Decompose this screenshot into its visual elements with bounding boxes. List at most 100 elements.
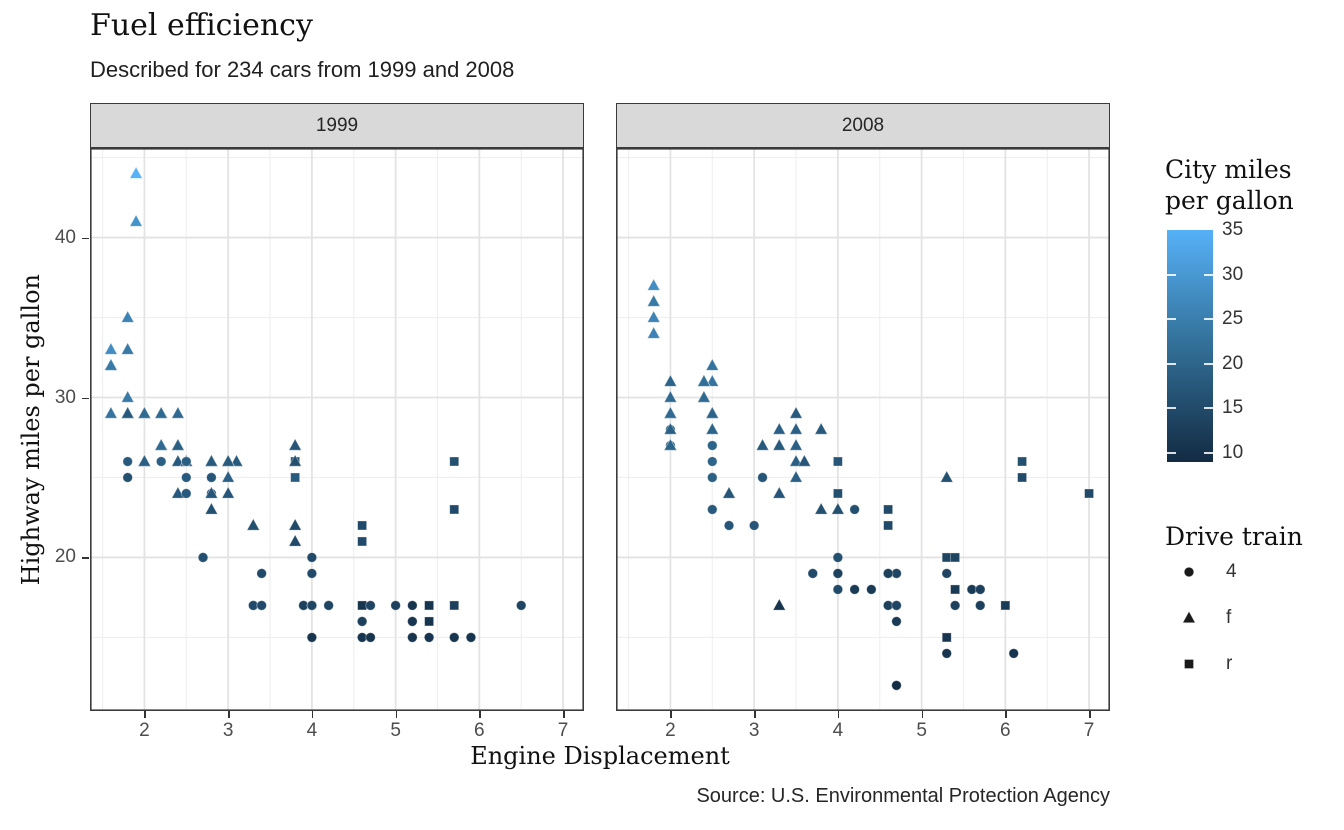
colorbar-tick — [1204, 273, 1213, 276]
data-point — [891, 616, 902, 627]
x-tick-mark — [837, 711, 840, 718]
x-tick-label: 7 — [1083, 720, 1095, 741]
data-point — [807, 568, 818, 579]
x-tick-mark — [395, 711, 398, 718]
x-axis-2008: 2 3 4 5 6 7 — [616, 711, 1110, 751]
data-point — [789, 422, 803, 435]
x-tick-mark — [1089, 711, 1091, 718]
data-point — [357, 600, 368, 611]
data-point — [424, 616, 435, 627]
data-point — [697, 390, 711, 403]
data-point — [122, 472, 133, 483]
colorbar-tick — [1204, 407, 1213, 410]
colorbar-tick-label: 20 — [1222, 352, 1244, 374]
data-point — [705, 422, 720, 435]
data-point — [646, 278, 661, 291]
data-point — [154, 438, 169, 451]
data-point — [941, 568, 952, 579]
panel-border — [616, 148, 1110, 711]
data-point — [941, 552, 952, 563]
data-point — [104, 358, 118, 371]
data-point — [705, 406, 720, 419]
data-point — [181, 472, 192, 483]
data-point — [221, 454, 236, 467]
data-point — [755, 438, 770, 451]
data-point — [306, 552, 318, 563]
data-point — [707, 504, 718, 515]
colorbar-gradient — [1167, 230, 1213, 462]
shape-legend-title: Drive train — [1165, 522, 1303, 551]
data-point — [516, 600, 527, 611]
data-point — [256, 600, 267, 611]
data-point — [171, 486, 185, 499]
data-point — [424, 600, 435, 611]
data-point — [357, 520, 368, 531]
data-point — [206, 472, 217, 483]
x-tick-label: 3 — [748, 720, 760, 741]
colorbar-tick-label: 25 — [1222, 308, 1244, 330]
data-point — [323, 600, 334, 611]
data-point — [832, 488, 843, 499]
data-point — [772, 422, 787, 435]
colorbar-tick — [1204, 452, 1213, 455]
data-point — [697, 374, 711, 387]
data-point — [748, 520, 760, 531]
x-tick-mark — [228, 711, 230, 718]
data-point — [705, 358, 720, 371]
data-point — [465, 632, 477, 643]
x-tick-mark — [311, 711, 314, 718]
data-point — [866, 584, 877, 595]
data-point — [390, 600, 401, 611]
data-point — [1000, 600, 1011, 611]
data-point — [288, 454, 303, 467]
data-point — [975, 584, 986, 595]
data-point — [204, 454, 219, 467]
data-point — [1017, 456, 1027, 467]
data-point — [407, 600, 418, 611]
data-point — [949, 600, 961, 611]
data-point — [357, 536, 368, 547]
plot-caption: Source: U.S. Environmental Protection Ag… — [696, 785, 1110, 807]
data-point — [104, 406, 118, 419]
colorbar-tick — [1167, 407, 1176, 410]
data-point — [449, 600, 460, 611]
colorbar-tick — [1167, 362, 1176, 365]
x-tick-mark — [921, 711, 924, 718]
data-point — [941, 648, 952, 659]
x-tick-mark — [144, 711, 146, 718]
data-point — [705, 374, 720, 387]
colorbar-tick — [1204, 362, 1213, 365]
data-point — [120, 390, 135, 403]
x-tick-label: 2 — [139, 720, 150, 741]
data-point — [757, 472, 768, 483]
shape-legend-item: r — [1176, 652, 1237, 676]
data-point — [772, 438, 787, 451]
data-point — [306, 632, 318, 643]
data-point — [246, 518, 261, 531]
triangle-glyph — [1182, 610, 1196, 624]
x-tick-label: 5 — [390, 720, 401, 741]
y-tick-label: 20 — [54, 546, 76, 568]
colorbar-tick — [1167, 318, 1176, 321]
data-point — [449, 632, 460, 643]
shape-legend-item: f — [1176, 606, 1237, 630]
x-tick-label: 6 — [1000, 720, 1011, 741]
colorbar-tick — [1167, 273, 1176, 276]
data-point — [155, 456, 167, 467]
colorbar-tick — [1204, 318, 1213, 321]
data-point — [423, 632, 435, 643]
plot-subtitle: Described for 234 cars from 1999 and 200… — [90, 57, 515, 82]
x-tick-label: 4 — [832, 720, 844, 741]
data-point — [646, 294, 661, 307]
square-glyph — [1184, 659, 1194, 669]
x-tick-label: 7 — [557, 720, 569, 741]
x-tick-mark — [754, 711, 756, 718]
data-point — [204, 502, 219, 515]
colorbar-tick-label: 15 — [1222, 397, 1244, 419]
panel-svg-2008 — [616, 148, 1110, 711]
data-point — [449, 456, 460, 467]
data-point — [104, 342, 118, 355]
data-point — [789, 470, 803, 483]
x-axis-title: Engine Displacement — [470, 742, 730, 770]
